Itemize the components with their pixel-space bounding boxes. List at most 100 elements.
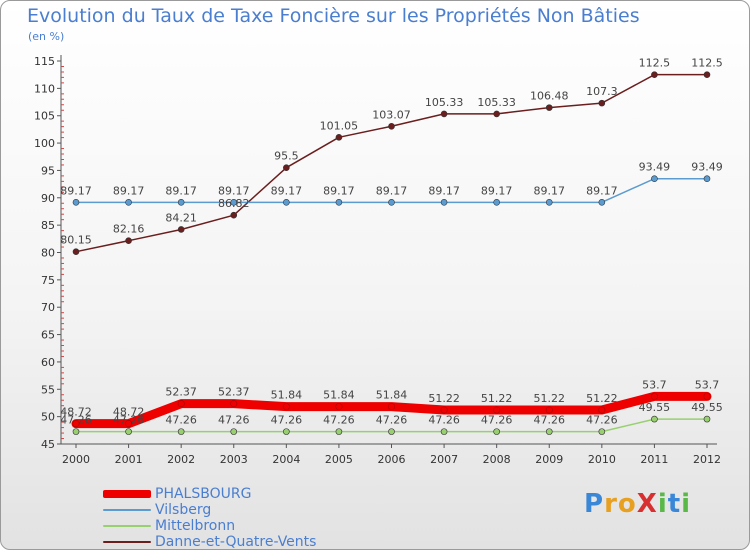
data-label-phalsbourg: 48.72 <box>113 406 145 419</box>
y-tick-label: 65 <box>41 329 55 342</box>
y-tick-label: 50 <box>41 411 55 424</box>
logo-letter: t <box>667 489 682 519</box>
data-label-mittelbronn: 47.26 <box>376 414 408 427</box>
data-point-vilsberg <box>125 199 132 206</box>
data-point-danne-et-quatre-vents <box>703 71 711 78</box>
data-point-vilsberg <box>72 199 80 206</box>
x-tick-label: 2007 <box>430 453 458 466</box>
y-tick-label: 100 <box>34 137 55 150</box>
legend-label: Vilsberg <box>155 502 212 518</box>
data-label-mittelbronn: 47.26 <box>113 414 145 427</box>
data-point-danne-et-quatre-vents <box>335 134 343 141</box>
data-label-danne-et-quatre-vents: 112.5 <box>639 57 671 70</box>
data-point-phalsbourg <box>598 406 606 414</box>
y-tick-label: 70 <box>41 301 55 314</box>
x-tick-label: 2000 <box>62 453 90 466</box>
data-point-mittelbronn <box>230 428 238 435</box>
data-label-mittelbronn: 47.26 <box>481 414 513 427</box>
data-label-danne-et-quatre-vents: 106.48 <box>530 90 569 103</box>
data-point-danne-et-quatre-vents <box>598 99 606 107</box>
data-point-mittelbronn <box>598 428 606 435</box>
data-label-phalsbourg: 51.22 <box>586 392 618 405</box>
data-point-mittelbronn <box>72 428 80 435</box>
legend-label: PHALSBOURG <box>155 486 252 502</box>
x-tick-label: 2011 <box>640 453 668 466</box>
y-tick-label: 80 <box>41 247 55 260</box>
data-label-vilsberg: 89.17 <box>376 184 408 197</box>
x-tick-label: 2003 <box>220 453 248 466</box>
data-label-mittelbronn: 47.26 <box>271 414 303 427</box>
data-label-mittelbronn: 47.26 <box>218 414 250 427</box>
data-point-danne-et-quatre-vents <box>651 71 658 78</box>
data-point-vilsberg <box>703 175 711 182</box>
data-point-danne-et-quatre-vents <box>440 110 448 118</box>
data-label-vilsberg: 93.49 <box>691 161 723 174</box>
data-point-danne-et-quatre-vents <box>230 211 238 219</box>
legend-label: Danne-et-Quatre-Vents <box>155 534 317 550</box>
data-point-phalsbourg <box>440 406 448 414</box>
data-point-danne-et-quatre-vents <box>493 110 500 118</box>
data-point-mittelbronn <box>545 428 553 435</box>
data-label-danne-et-quatre-vents: 112.5 <box>691 57 723 70</box>
data-point-danne-et-quatre-vents <box>388 122 395 130</box>
data-label-phalsbourg: 51.22 <box>428 392 460 405</box>
data-label-danne-et-quatre-vents: 101.05 <box>320 119 359 132</box>
legend-swatch <box>103 490 151 498</box>
data-point-vilsberg <box>651 175 658 182</box>
y-tick-label: 90 <box>41 192 55 205</box>
data-point-phalsbourg <box>125 420 133 428</box>
data-label-danne-et-quatre-vents: 105.33 <box>425 96 464 109</box>
data-label-mittelbronn: 47.26 <box>586 414 618 427</box>
data-point-vilsberg <box>283 199 290 206</box>
y-tick-label: 95 <box>41 164 55 177</box>
data-label-mittelbronn: 49.55 <box>639 401 671 414</box>
y-tick-label: 55 <box>41 383 55 396</box>
x-tick-label: 2010 <box>588 453 616 466</box>
x-tick-label: 2002 <box>167 453 195 466</box>
data-label-phalsbourg: 51.22 <box>481 392 513 405</box>
data-label-danne-et-quatre-vents: 103.07 <box>372 108 411 121</box>
data-label-mittelbronn: 47.26 <box>323 414 355 427</box>
data-point-vilsberg <box>493 199 500 206</box>
data-point-vilsberg <box>388 199 395 206</box>
logo-letter: r <box>604 489 618 519</box>
data-label-vilsberg: 93.49 <box>639 161 671 174</box>
data-point-phalsbourg <box>72 420 80 428</box>
chart-title: Evolution du Taux de Taxe Foncière sur l… <box>27 5 640 27</box>
data-point-phalsbourg <box>493 406 501 414</box>
x-tick-label: 2001 <box>115 453 143 466</box>
data-point-vilsberg <box>230 199 238 206</box>
data-point-vilsberg <box>177 199 185 206</box>
data-point-phalsbourg <box>545 406 553 414</box>
data-point-mittelbronn <box>703 415 711 423</box>
data-label-phalsbourg: 52.37 <box>218 386 250 399</box>
logo-letter: P <box>584 489 605 519</box>
data-point-mittelbronn <box>388 428 395 435</box>
x-tick-label: 2008 <box>483 453 511 466</box>
data-label-vilsberg: 89.17 <box>165 184 197 197</box>
logo-letter: X <box>636 489 658 519</box>
data-point-vilsberg <box>598 199 606 206</box>
data-label-mittelbronn: 47.26 <box>165 414 197 427</box>
data-point-danne-et-quatre-vents <box>283 164 290 171</box>
data-label-phalsbourg: 51.22 <box>534 392 566 405</box>
logo-letter: o <box>617 489 637 519</box>
data-label-mittelbronn: 47.26 <box>534 414 566 427</box>
data-label-danne-et-quatre-vents: 95.5 <box>274 150 299 163</box>
data-label-phalsbourg: 51.84 <box>323 389 355 402</box>
series-line-danne-et-quatre-vents <box>75 73 708 253</box>
data-label-vilsberg: 89.17 <box>586 184 618 197</box>
data-label-vilsberg: 89.17 <box>428 184 460 197</box>
x-tick-label: 2006 <box>378 453 406 466</box>
data-point-phalsbourg <box>387 403 395 411</box>
data-label-phalsbourg: 48.72 <box>60 406 92 419</box>
data-point-mittelbronn <box>493 428 500 435</box>
data-point-phalsbourg <box>335 403 343 411</box>
data-label-phalsbourg: 51.84 <box>376 389 408 402</box>
data-label-phalsbourg: 51.84 <box>271 389 303 402</box>
data-label-vilsberg: 89.17 <box>113 184 145 197</box>
data-point-mittelbronn <box>177 428 185 435</box>
proxiti-logo: ProXiti <box>584 489 691 519</box>
